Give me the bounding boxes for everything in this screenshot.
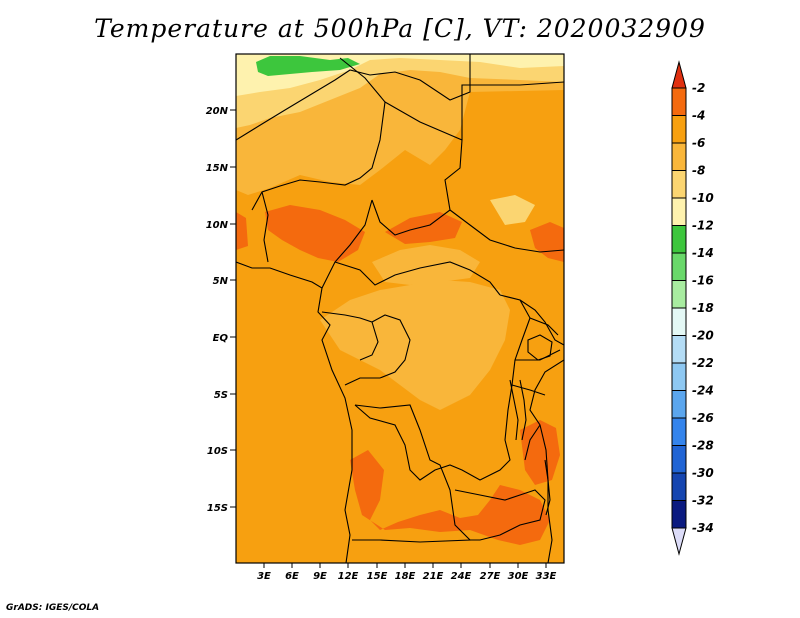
lat-label: 10S bbox=[207, 446, 228, 457]
lon-axis: 3E 6E 9E 12E 15E 18E 21E 24E 27E 30E 33E bbox=[257, 563, 557, 582]
colorbar-label: -32 bbox=[692, 494, 714, 508]
lat-axis: 20N 15N 10N 5N EQ 5S 10S 15S bbox=[206, 106, 236, 514]
colorbar-label: -4 bbox=[692, 109, 705, 123]
field-warm-nigeria bbox=[265, 205, 365, 262]
colorbar-label: -22 bbox=[692, 356, 714, 370]
colorbar-bottom-arrow bbox=[671, 527, 687, 556]
lat-label: 10N bbox=[206, 220, 229, 231]
lon-label: 24E bbox=[451, 571, 472, 582]
lon-label: 27E bbox=[480, 571, 501, 582]
colorbar-band bbox=[671, 445, 687, 474]
colorbar-label: -26 bbox=[692, 411, 714, 425]
colorbar-label: -8 bbox=[692, 164, 705, 178]
border-sudan bbox=[449, 81, 564, 253]
lon-label: 18E bbox=[395, 571, 416, 582]
field-warm-east bbox=[530, 222, 564, 262]
country-borders bbox=[236, 54, 564, 563]
colorbar-label: -14 bbox=[692, 246, 714, 260]
colorbar-band bbox=[671, 362, 687, 391]
lon-label: 12E bbox=[338, 571, 359, 582]
field-cool-sahel bbox=[372, 245, 480, 285]
colorbar-band bbox=[671, 335, 687, 364]
colorbar-label: -12 bbox=[692, 219, 714, 233]
field-cooler-east bbox=[490, 195, 535, 225]
colorbar-band bbox=[671, 500, 687, 529]
field-warm-southeast bbox=[520, 420, 560, 485]
colorbar-band bbox=[671, 115, 687, 144]
colorbar-band bbox=[671, 472, 687, 501]
colorbar-label: -28 bbox=[692, 439, 714, 453]
field-warm-angola bbox=[350, 450, 550, 545]
field-green-north bbox=[256, 56, 360, 76]
lat-label: EQ bbox=[213, 333, 229, 344]
border-drc-east bbox=[354, 294, 531, 481]
coastline-west bbox=[236, 261, 353, 563]
colorbar-band bbox=[671, 87, 687, 116]
colorbar-band bbox=[671, 225, 687, 254]
lake-tanganyika bbox=[509, 379, 527, 441]
lon-label: 21E bbox=[423, 571, 444, 582]
colorbar-band bbox=[671, 170, 687, 199]
colorbar-band bbox=[671, 417, 687, 446]
lon-label: 9E bbox=[313, 571, 327, 582]
colorbar-label: -24 bbox=[692, 384, 714, 398]
field-cool-congo bbox=[320, 280, 510, 410]
lat-label: 5S bbox=[214, 390, 228, 401]
border-niger bbox=[251, 57, 386, 211]
colorbar-label: -30 bbox=[692, 466, 714, 480]
lon-label: 30E bbox=[508, 571, 529, 582]
lat-label: 5N bbox=[213, 276, 229, 287]
border-nigeria bbox=[261, 191, 373, 289]
border-angola bbox=[352, 404, 472, 543]
lon-label: 3E bbox=[257, 571, 271, 582]
colorbar: -2 -4 -6 -8 -10 -12 -14 -16 -18 -20 -22 -24 -26 -28 -3… bbox=[671, 60, 714, 556]
border-east-africa bbox=[511, 299, 564, 461]
map-frame bbox=[235, 53, 565, 564]
colorbar-band bbox=[671, 252, 687, 281]
colorbar-label: -34 bbox=[692, 521, 714, 535]
lat-label: 15S bbox=[207, 503, 228, 514]
chart-title: Temperature at 500hPa [C], VT: 202003290… bbox=[94, 14, 706, 43]
grads-credit: GrADS: IGES/COLA bbox=[6, 603, 100, 613]
colorbar-band bbox=[671, 142, 687, 171]
colorbar-top-arrow bbox=[671, 60, 687, 89]
lat-label: 20N bbox=[206, 106, 229, 117]
lon-label: 33E bbox=[536, 571, 557, 582]
lake-victoria bbox=[527, 334, 553, 361]
lake-malawi bbox=[544, 459, 551, 516]
colorbar-label: -16 bbox=[692, 274, 714, 288]
coastline-east bbox=[529, 359, 564, 563]
colorbar-label: -18 bbox=[692, 301, 714, 315]
lat-label: 15N bbox=[206, 163, 229, 174]
colorbar-label: -20 bbox=[692, 329, 714, 343]
colorbar-band bbox=[671, 280, 687, 309]
temperature-field bbox=[236, 54, 564, 563]
field-warm-chad bbox=[385, 212, 462, 244]
colorbar-band bbox=[671, 390, 687, 419]
border-zambia bbox=[454, 489, 546, 541]
colorbar-band bbox=[671, 197, 687, 226]
colorbar-label: -6 bbox=[692, 136, 705, 150]
border-car bbox=[334, 261, 501, 296]
lon-label: 15E bbox=[367, 571, 388, 582]
lon-label: 6E bbox=[285, 571, 299, 582]
colorbar-label: -2 bbox=[692, 81, 705, 95]
colorbar-label: -10 bbox=[692, 191, 714, 205]
colorbar-band bbox=[671, 307, 687, 336]
border-congo-basin bbox=[321, 311, 411, 386]
field-warm-westedge bbox=[236, 212, 248, 250]
border-sahara bbox=[236, 54, 471, 141]
